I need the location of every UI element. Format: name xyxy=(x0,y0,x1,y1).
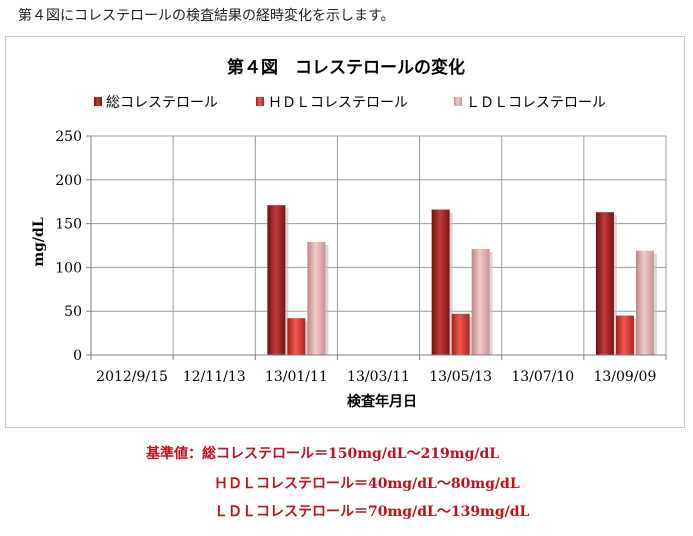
y-tick-label: 0 xyxy=(73,348,82,364)
y-tick-label: 200 xyxy=(55,173,82,189)
bar xyxy=(615,315,634,355)
x-tick-label: 13/09/09 xyxy=(593,369,656,385)
y-tick-label: 100 xyxy=(55,260,82,276)
chart-legend: 総コレステロール ＨＤＬコレステロール ＬＤＬコレステロール xyxy=(94,95,606,111)
y-tick-label: 150 xyxy=(55,217,82,233)
x-tick-label: 2012/9/15 xyxy=(96,369,168,385)
reference-total: 基準値：総コレステロール＝150mg/dL～219mg/dL xyxy=(146,446,500,462)
chart-bars xyxy=(267,205,657,355)
bar xyxy=(431,209,450,355)
bar xyxy=(451,313,470,355)
bar xyxy=(595,212,614,355)
legend-swatch xyxy=(256,97,264,106)
y-axis: 0 50 100 150 200 250 xyxy=(55,129,92,364)
chart-container: 第４図 コレステロールの変化 総コレステロール ＨＤＬコレステロール ＬＤＬコレステ… xyxy=(5,36,685,428)
x-tick-label: 13/01/11 xyxy=(265,369,328,385)
bar xyxy=(287,318,306,355)
bar xyxy=(307,241,326,355)
y-tick-label: 50 xyxy=(64,304,82,320)
legend-label: ＨＤＬコレステロール xyxy=(268,95,408,111)
y-axis-label: mg/dL xyxy=(31,217,47,267)
x-tick-label: 13/07/10 xyxy=(511,369,574,385)
legend-label: 総コレステロール xyxy=(106,95,218,111)
intro-text: 第４図にコレステロールの検査結果の経時変化を示します。 xyxy=(18,8,395,24)
bar xyxy=(267,205,286,355)
x-tick-label: 12/11/13 xyxy=(183,369,246,385)
legend-label: ＬＤＬコレステロール xyxy=(466,95,606,111)
x-tick-label: 13/03/11 xyxy=(347,369,410,385)
reference-ldl: ＬＤＬコレステロール＝70mg/dL～139mg/dL xyxy=(214,504,530,520)
bar xyxy=(635,250,654,355)
cholesterol-chart: 第４図 コレステロールの変化 総コレステロール ＨＤＬコレステロール ＬＤＬコレステ… xyxy=(31,57,667,410)
x-axis-label: 検査年月日 xyxy=(347,393,417,410)
y-tick-label: 250 xyxy=(55,129,82,145)
chart-title: 第４図 コレステロールの変化 xyxy=(227,57,465,78)
reference-hdl: ＨＤＬコレステロール＝40mg/dL～80mg/dL xyxy=(214,476,520,492)
bar xyxy=(471,249,490,355)
legend-swatch xyxy=(94,97,102,106)
x-tick-label: 13/05/13 xyxy=(429,369,492,385)
x-axis: 2012/9/15 12/11/13 13/01/11 13/03/11 13/05/1… xyxy=(90,354,667,385)
chart-grid xyxy=(90,135,667,356)
legend-swatch xyxy=(454,97,462,106)
